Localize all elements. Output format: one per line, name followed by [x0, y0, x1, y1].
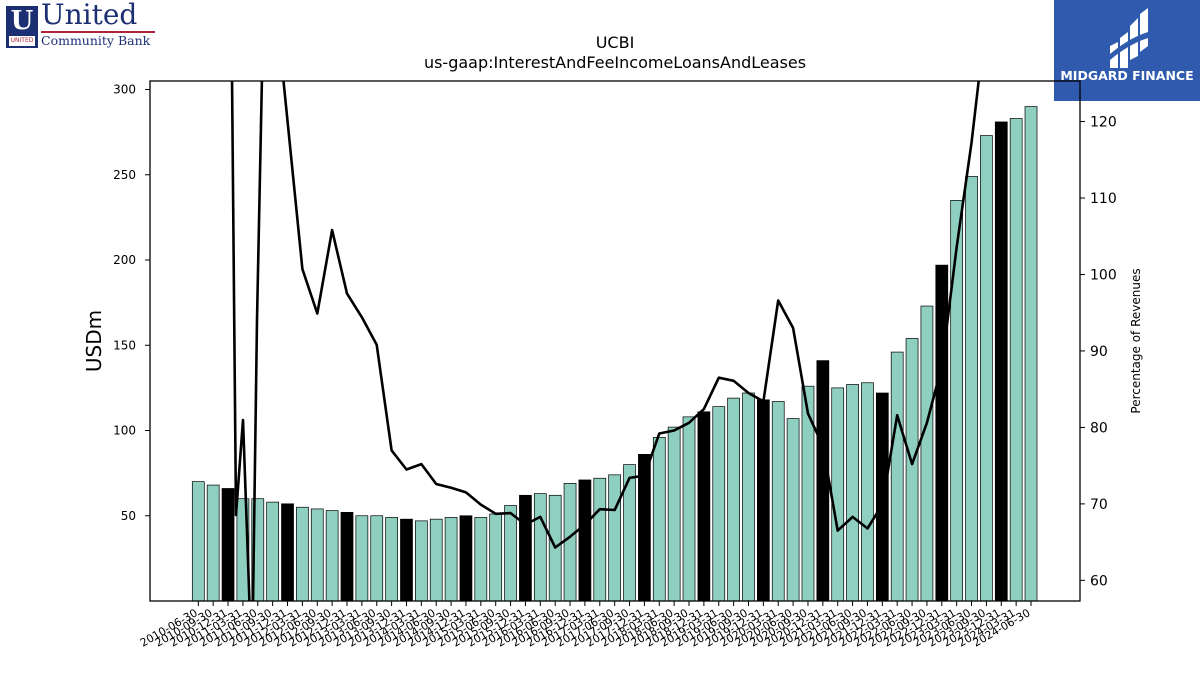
bar-2016-12-31 [578, 479, 592, 602]
bar-2013-03-31 [355, 515, 369, 602]
bar-2010-09-30 [206, 484, 220, 602]
bar-2020-09-30 [801, 385, 815, 602]
bar-2017-03-31 [593, 477, 607, 602]
bar-2016-09-30 [563, 483, 577, 602]
bar-2015-09-30 [504, 505, 517, 602]
bar-2019-06-30 [727, 397, 740, 602]
bar-2023-12-31 [994, 121, 1008, 602]
y-tick-label: 300 [113, 83, 136, 97]
bar-2014-03-31 [415, 520, 428, 602]
bar-2011-09-30 [266, 501, 279, 602]
bar-2012-06-30 [310, 508, 324, 602]
y2-tick-label: 100 [1090, 267, 1117, 283]
midgard-mark-icon [1110, 8, 1148, 68]
bar-2018-03-31 [652, 436, 666, 602]
bar-2018-12-31 [697, 411, 711, 602]
bar-2013-12-31 [400, 518, 413, 602]
y2-axis-label: Percentage of Revenues [1129, 268, 1143, 413]
bar-2021-03-31 [831, 387, 845, 602]
y-tick-label: 200 [113, 253, 136, 267]
bar-2016-03-31 [533, 493, 547, 602]
y2-tick-label: 70 [1090, 497, 1108, 513]
bar-2014-09-30 [444, 517, 458, 602]
bar-2015-06-30 [489, 513, 503, 602]
bar-2010-06-30 [191, 481, 205, 602]
y2-axis: 60 70 80 90 100 110 120 [1080, 115, 1117, 589]
bar-2022-03-31 [890, 351, 904, 602]
bar-2019-03-31 [712, 406, 726, 602]
bar-2021-06-30 [846, 384, 859, 602]
bank-name: United [41, 0, 138, 31]
y2-tick-label: 90 [1090, 344, 1108, 360]
percentage-of-revenues-line [230, 81, 980, 601]
x-axis: 2010-06-302010-09-302010-12-312011-03-31… [138, 601, 1033, 650]
chart-title: UCBI [596, 33, 635, 52]
bar-2022-09-30 [920, 305, 934, 602]
bar-2023-06-30 [965, 176, 978, 602]
bar-2014-06-30 [429, 518, 443, 602]
bar-2018-06-30 [667, 426, 681, 602]
y2-tick-label: 110 [1090, 191, 1117, 207]
bar-2020-06-30 [786, 418, 800, 602]
bank-mark-icon: U UNITED [6, 6, 38, 48]
bank-tagline: Community Bank [41, 33, 151, 48]
bars-group [191, 106, 1038, 602]
y-tick-label: 250 [113, 168, 136, 182]
bar-2010-12-31 [221, 488, 235, 602]
midgard-name: MIDGARD FINANCE [1060, 68, 1194, 83]
bar-2018-09-30 [682, 416, 696, 602]
midgard-finance-logo: MIDGARD FINANCE [1054, 0, 1200, 101]
bar-2019-12-31 [757, 399, 770, 602]
bar-2019-09-30 [742, 392, 755, 602]
bar-2020-12-31 [816, 360, 830, 602]
bar-2015-03-31 [474, 517, 488, 602]
bar-2020-03-31 [771, 401, 785, 602]
bar-2021-09-30 [861, 382, 874, 602]
bar-2013-09-30 [385, 517, 398, 602]
bar-2023-03-31 [950, 199, 964, 602]
bar-2013-06-30 [370, 515, 384, 602]
y-axis-label: USDm [82, 310, 106, 372]
bar-2012-09-30 [325, 510, 339, 602]
bar-2022-06-30 [905, 338, 919, 602]
bar-2024-06-30 [1024, 106, 1038, 602]
chart-subtitle: us-gaap:InterestAndFeeIncomeLoansAndLeas… [424, 53, 806, 72]
y-tick-label: 50 [121, 509, 136, 523]
bank-rule [41, 31, 155, 33]
bar-2017-06-30 [608, 474, 622, 602]
bar-2022-12-31 [935, 264, 949, 602]
united-community-bank-logo: U UNITED United Community Bank [4, 0, 164, 48]
y2-tick-label: 120 [1090, 115, 1117, 131]
bar-2023-09-30 [980, 135, 993, 602]
bar-2012-12-31 [340, 511, 354, 602]
y-tick-label: 100 [113, 424, 136, 438]
y2-tick-label: 60 [1090, 573, 1108, 589]
bar-2014-12-31 [459, 515, 473, 602]
y-tick-label: 150 [113, 338, 136, 352]
bar-2011-12-31 [281, 503, 294, 602]
bar-2024-03-31 [1009, 118, 1023, 602]
y-axis: 50 100 150 200 250 300 [113, 83, 150, 523]
line-group [230, 81, 980, 601]
bar-2015-12-31 [519, 494, 532, 602]
y2-tick-label: 80 [1090, 420, 1108, 436]
bar-2012-03-31 [296, 506, 309, 602]
